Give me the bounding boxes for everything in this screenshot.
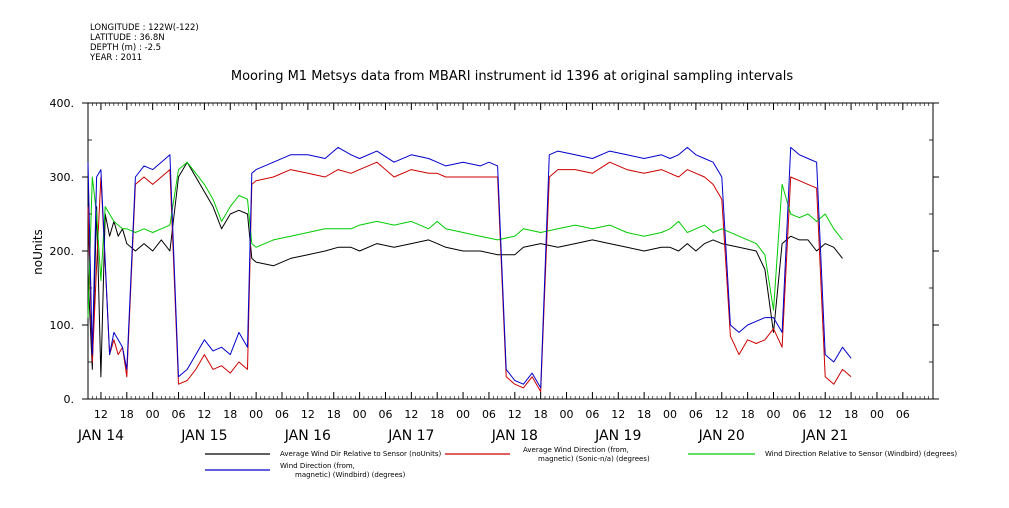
- legend-label: Average Wind Dir Relative to Sensor (noU…: [280, 450, 441, 458]
- x-hour-label: 12: [508, 408, 522, 421]
- x-hour-label: 00: [870, 408, 884, 421]
- x-hour-label: 06: [482, 408, 496, 421]
- x-hour-label: 18: [223, 408, 237, 421]
- y-tick-label: 300.: [50, 171, 75, 184]
- x-hour-label: 06: [689, 408, 703, 421]
- legend: Average Wind Dir Relative to Sensor (noU…: [205, 446, 957, 479]
- x-hour-label: 00: [353, 408, 367, 421]
- x-hour-label: 12: [404, 408, 418, 421]
- x-hour-label: 00: [456, 408, 470, 421]
- series-line-1: [87, 161, 852, 393]
- x-hour-label: 12: [611, 408, 625, 421]
- y-tick-label: 200.: [50, 245, 75, 258]
- x-hour-label: 00: [249, 408, 263, 421]
- plot-frame: [87, 102, 934, 400]
- x-hour-label: 12: [818, 408, 832, 421]
- x-day-label: JAN 16: [284, 428, 331, 444]
- x-day-label: JAN 19: [594, 428, 641, 444]
- x-hour-label: 06: [172, 408, 186, 421]
- x-day-label: JAN 18: [491, 428, 538, 444]
- legend-label: Wind Direction (from,: [280, 462, 355, 470]
- x-hour-label: 12: [94, 408, 108, 421]
- y-axis-label: noUnits: [31, 229, 45, 275]
- y-tick-label: 0.: [64, 393, 75, 406]
- series-line-0: [87, 161, 843, 378]
- x-ticks: 12 18 00 06 12 18 00 06 12 18 00 06 12 18 00 06 12 18 00 06…: [77, 103, 910, 444]
- x-hour-label: 12: [301, 408, 315, 421]
- x-hour-label: 18: [741, 408, 755, 421]
- x-hour-label: 18: [637, 408, 651, 421]
- legend-label: magnetic) (Sonic-n/a) (degrees): [538, 455, 650, 463]
- x-day-label: JAN 20: [698, 428, 745, 444]
- meta-longitude: LONGITUDE : 122W(-122): [90, 23, 199, 33]
- x-hour-label: 06: [896, 408, 910, 421]
- x-hour-label: 12: [715, 408, 729, 421]
- x-hour-label: 06: [792, 408, 806, 421]
- x-day-label: JAN 14: [77, 428, 124, 444]
- x-hour-label: 12: [197, 408, 211, 421]
- legend-label: Average Wind Direction (from,: [523, 446, 629, 454]
- x-hour-label: 00: [560, 408, 574, 421]
- chart-title: Mooring M1 Metsys data from MBARI instru…: [231, 69, 793, 84]
- series-layer: [87, 146, 852, 393]
- y-tick-label: 100.: [50, 319, 75, 332]
- x-hour-label: 18: [430, 408, 444, 421]
- series-line-2: [87, 161, 843, 318]
- x-day-label: JAN 21: [801, 428, 848, 444]
- x-hour-label: 18: [327, 408, 341, 421]
- minor-ticks: [87, 103, 934, 399]
- x-hour-label: 06: [275, 408, 289, 421]
- y-tick-label: 400.: [50, 97, 75, 110]
- x-hour-label: 06: [378, 408, 392, 421]
- x-hour-label: 18: [534, 408, 548, 421]
- meta-depth: DEPTH (m) : -2.5: [90, 43, 161, 53]
- x-hour-label: 06: [585, 408, 599, 421]
- legend-label: Wind Direction Relative to Sensor (Windb…: [765, 450, 957, 458]
- x-hour-label: 00: [663, 408, 677, 421]
- legend-label: magnetic) (Windbird) (degrees): [295, 471, 406, 479]
- series-line-3: [87, 146, 852, 389]
- x-hour-label: 18: [844, 408, 858, 421]
- x-hour-label: 00: [146, 408, 160, 421]
- x-day-label: JAN 17: [387, 428, 434, 444]
- y-ticks: 0. 100. 200. 300. 400.: [50, 97, 939, 406]
- meta-latitude: LATITUDE : 36.8N: [90, 33, 165, 43]
- x-day-label: JAN 15: [180, 428, 227, 444]
- x-hour-label: 18: [120, 408, 134, 421]
- meta-year: YEAR : 2011: [89, 53, 142, 63]
- x-hour-label: 00: [766, 408, 780, 421]
